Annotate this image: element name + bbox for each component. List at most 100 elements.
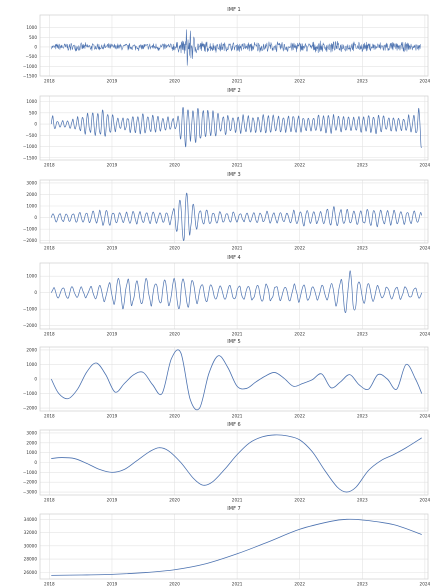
x-tick-label: 2021 <box>232 498 243 503</box>
y-tick-label: −2000 <box>23 323 38 328</box>
y-tick-label: 1000 <box>26 450 37 455</box>
plot-area-frame <box>39 95 429 161</box>
x-tick-label: 2019 <box>107 414 118 419</box>
y-tick-label: 2000 <box>26 440 37 445</box>
x-tick-label: 2020 <box>169 414 180 419</box>
x-tick-label: 2022 <box>294 163 305 168</box>
panel-title: IMF 1 <box>227 7 240 13</box>
x-tick-label: 2018 <box>44 163 55 168</box>
imf-panel-4: IMF 4 1000 0 −1000 −2000 2018 2019 2020 2021 2022… <box>23 255 431 337</box>
y-tick-label: 26000 <box>24 570 38 575</box>
panel-title: IMF 4 <box>227 255 240 261</box>
panel-title: IMF 2 <box>227 88 240 94</box>
x-tick-label: 2020 <box>169 332 180 337</box>
x-tick-label: 2021 <box>232 163 243 168</box>
x-tick-label: 2019 <box>107 582 118 587</box>
y-tick-label: 2000 <box>26 347 37 352</box>
x-tick-label: 2022 <box>294 582 305 587</box>
imf-panel-3: IMF 3 3000 2000 1000 0 −1000 −2000 2018 2019 2020… <box>23 172 431 251</box>
y-tick-label: −2000 <box>23 238 38 243</box>
x-tick-label: 2021 <box>232 79 243 84</box>
panel-title: IMF 6 <box>227 422 240 428</box>
x-tick-label: 2020 <box>169 163 180 168</box>
plot-area-frame <box>39 262 429 330</box>
y-tick-label: 28000 <box>24 557 38 562</box>
y-tick-label: −500 <box>25 133 37 138</box>
y-tick-label: 3000 <box>26 180 37 185</box>
x-tick-label: 2022 <box>294 332 305 337</box>
imf-3-line <box>50 192 423 241</box>
y-tick-label: −3000 <box>23 490 38 495</box>
x-tick-label: 2020 <box>169 79 180 84</box>
y-tick-label: 500 <box>29 110 37 115</box>
imf-panel-6: IMF 6 3000 2000 1000 0 −1000 −2000 −3000 2018 201… <box>23 422 431 503</box>
y-tick-label: −2000 <box>23 406 38 411</box>
imf-5-line <box>50 349 423 411</box>
y-tick-label: 1000 <box>26 25 37 30</box>
x-tick-label: 2018 <box>44 332 55 337</box>
imf-panel-7: IMF 7 34000 32000 30000 28000 26000 2018 2019 20… <box>24 506 431 587</box>
y-tick-label: 0 <box>34 377 37 382</box>
y-tick-label: 0 <box>34 122 37 127</box>
y-tick-label: 32000 <box>24 530 38 535</box>
x-tick-label: 2019 <box>107 498 118 503</box>
x-tick-label: 2024 <box>420 498 431 503</box>
x-tick-label: 2018 <box>44 414 55 419</box>
x-tick-label: 2021 <box>232 414 243 419</box>
x-tick-label: 2023 <box>357 498 368 503</box>
imf-1-line <box>50 29 421 66</box>
panel-title: IMF 7 <box>227 506 240 512</box>
imf-6-line <box>51 434 422 493</box>
y-tick-label: 1000 <box>26 274 37 279</box>
y-tick-label: −1000 <box>23 470 38 475</box>
plot-area-frame <box>39 513 429 580</box>
x-tick-label: 2023 <box>357 79 368 84</box>
x-tick-label: 2024 <box>420 246 431 251</box>
x-tick-label: 2023 <box>357 163 368 168</box>
plot-area-frame <box>39 346 429 412</box>
y-tick-label: −1000 <box>23 391 38 396</box>
y-tick-label: −500 <box>25 54 37 59</box>
imf-2-line <box>50 107 423 148</box>
imf-4-line <box>50 270 423 313</box>
y-tick-label: −1500 <box>23 74 38 79</box>
x-tick-label: 2024 <box>420 582 431 587</box>
x-tick-label: 2020 <box>169 246 180 251</box>
y-tick-label: 0 <box>34 44 37 49</box>
y-tick-label: 0 <box>34 215 37 220</box>
x-tick-label: 2023 <box>357 246 368 251</box>
x-tick-label: 2022 <box>294 498 305 503</box>
x-tick-label: 2021 <box>232 582 243 587</box>
x-tick-label: 2018 <box>44 498 55 503</box>
imf-panel-5: IMF 5 2000 1000 0 −1000 −2000 2018 2019 2020 2021… <box>23 339 431 419</box>
x-tick-label: 2024 <box>420 414 431 419</box>
imf-panel-2: IMF 2 1000 500 0 −500 −1000 −1500 2018 2019 2020 2… <box>23 88 431 168</box>
x-tick-label: 2021 <box>232 246 243 251</box>
x-tick-label: 2023 <box>357 414 368 419</box>
x-tick-label: 2019 <box>107 332 118 337</box>
imf-7-line <box>51 518 422 576</box>
y-tick-label: −1000 <box>23 227 38 232</box>
x-tick-label: 2022 <box>294 79 305 84</box>
y-tick-label: 3000 <box>26 430 37 435</box>
y-tick-label: 0 <box>34 460 37 465</box>
x-tick-label: 2019 <box>107 79 118 84</box>
y-tick-label: −2000 <box>23 480 38 485</box>
x-tick-label: 2019 <box>107 163 118 168</box>
x-tick-label: 2022 <box>294 246 305 251</box>
plot-area-frame <box>39 14 429 77</box>
x-tick-label: 2024 <box>420 79 431 84</box>
y-tick-label: 30000 <box>24 543 38 548</box>
x-tick-label: 2020 <box>169 498 180 503</box>
y-tick-label: −1500 <box>23 155 38 160</box>
plot-area-frame <box>39 429 429 496</box>
y-tick-label: 1000 <box>26 204 37 209</box>
x-tick-label: 2018 <box>44 582 55 587</box>
x-tick-label: 2018 <box>44 246 55 251</box>
x-tick-label: 2023 <box>357 332 368 337</box>
x-tick-label: 2018 <box>44 79 55 84</box>
y-tick-label: 500 <box>29 35 37 40</box>
x-tick-label: 2024 <box>420 163 431 168</box>
y-tick-label: −1000 <box>23 307 38 312</box>
